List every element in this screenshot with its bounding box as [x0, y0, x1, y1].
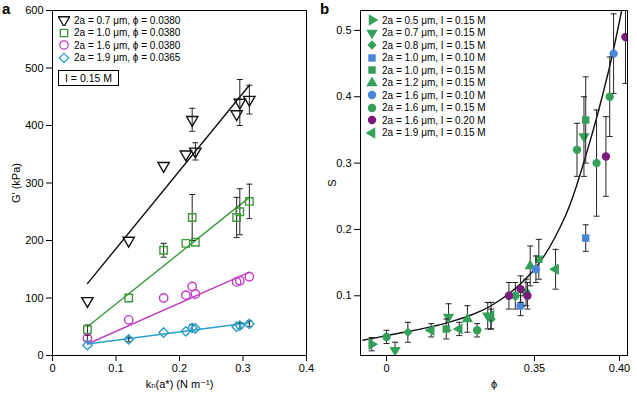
svg-text:kₙ(a*) (N m⁻¹): kₙ(a*) (N m⁻¹) [146, 378, 214, 390]
svg-text:500: 500 [25, 62, 43, 74]
html-text:2a = 1.9 μm, ϕ = 0.0365: 2a = 1.9 μm, ϕ = 0.0365 [74, 52, 181, 64]
svg-text:100: 100 [25, 292, 43, 304]
html-text:a: a [2, 0, 11, 17]
html-text:2a = 0.7 μm, ϕ = 0.0380: 2a = 0.7 μm, ϕ = 0.0380 [74, 14, 181, 26]
svg-text:0.2: 0.2 [172, 362, 187, 374]
svg-text:400: 400 [25, 119, 43, 131]
svg-text:0.2: 0.2 [336, 223, 351, 235]
svg-text:300: 300 [25, 177, 43, 189]
html-text:2a = 1.0 μm, I = 0.15 M: 2a = 1.0 μm, I = 0.15 M [382, 64, 486, 76]
svg-text:0: 0 [49, 362, 55, 374]
svg-text:0.40: 0.40 [609, 362, 630, 374]
svg-text:0.4: 0.4 [336, 90, 351, 102]
html-text:2a = 0.5 μm, I = 0.15 M: 2a = 0.5 μm, I = 0.15 M [382, 14, 486, 26]
html-text:2a = 1.6 μm, ϕ = 0.0380: 2a = 1.6 μm, ϕ = 0.0380 [74, 39, 181, 51]
svg-text:200: 200 [25, 234, 43, 246]
svg-text:0: 0 [37, 349, 43, 361]
svg-text:0.3: 0.3 [336, 157, 351, 169]
svg-text:0.3: 0.3 [235, 362, 250, 374]
html-text:2a = 1.9 μm, I = 0.15 M: 2a = 1.9 μm, I = 0.15 M [382, 127, 486, 139]
svg-text:0.1: 0.1 [108, 362, 123, 374]
svg-text:G′ (kPa): G′ (kPa) [10, 163, 22, 203]
html-text:2a = 0.7 μm, I = 0.15 M: 2a = 0.7 μm, I = 0.15 M [382, 27, 486, 39]
html-text:b: b [320, 0, 330, 17]
html-text:2a = 1.6 μm, I = 0.20 M: 2a = 1.6 μm, I = 0.20 M [382, 114, 486, 126]
html-text:2a = 1.0 μm, I = 0.10 M: 2a = 1.0 μm, I = 0.10 M [382, 52, 486, 64]
svg-text:0.35: 0.35 [524, 362, 545, 374]
html-text:2a = 1.6 μm, I = 0.15 M: 2a = 1.6 μm, I = 0.15 M [382, 102, 486, 114]
svg-text:S: S [326, 179, 338, 186]
svg-text:0: 0 [383, 362, 389, 374]
svg-text:0.1: 0.1 [336, 289, 351, 301]
svg-text:0.4: 0.4 [299, 362, 314, 374]
svg-text:ϕ: ϕ [491, 378, 497, 390]
html-text:2a = 0.8 μm, I = 0.15 M: 2a = 0.8 μm, I = 0.15 M [382, 39, 486, 51]
html-text:2a = 1.6 μm, I = 0.10 M: 2a = 1.6 μm, I = 0.10 M [382, 89, 486, 101]
html-text:I = 0.15 M: I = 0.15 M [65, 72, 112, 84]
svg-text:0.5: 0.5 [336, 24, 351, 36]
html-text:2a = 1.0 μm, ϕ = 0.0380: 2a = 1.0 μm, ϕ = 0.0380 [74, 27, 181, 39]
svg-text:600: 600 [25, 4, 43, 16]
html-text:2a = 1.2 μm, I = 0.15 M: 2a = 1.2 μm, I = 0.15 M [382, 77, 486, 89]
